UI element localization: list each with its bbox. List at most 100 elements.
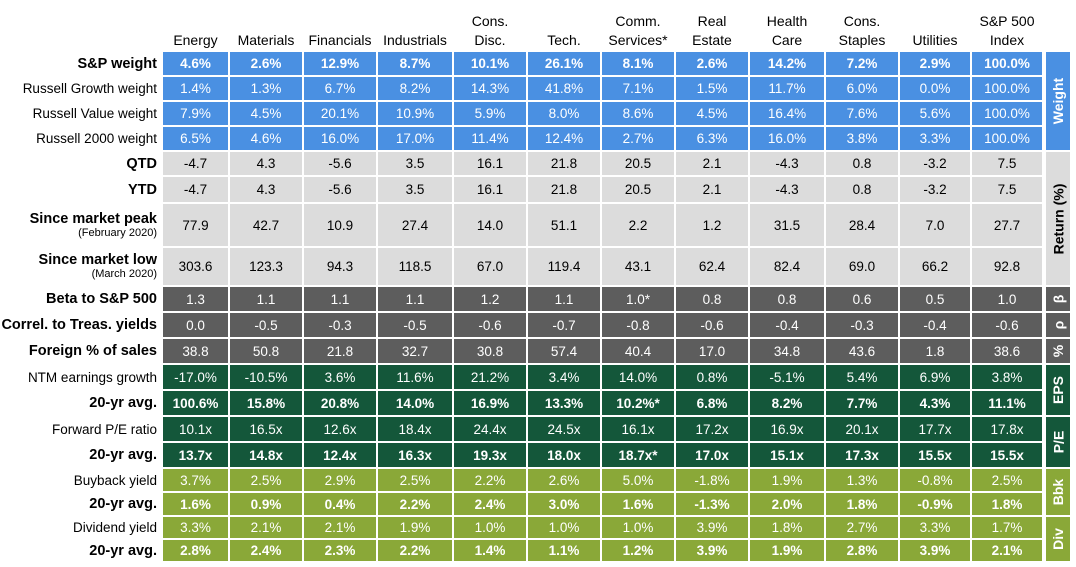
table-cell: -4.3 (750, 152, 824, 175)
table-cell: -10.5% (230, 365, 302, 389)
table-cell: 0.0 (163, 313, 228, 337)
row-label: Forward P/E ratio (0, 417, 159, 441)
table-cell: -3.2 (900, 152, 970, 175)
table-cell: 62.4 (676, 248, 748, 285)
table-cell: 8.2% (378, 77, 452, 100)
table-cell: 3.8% (972, 365, 1042, 389)
row-label-main: S&P weight (77, 55, 158, 72)
table-cell: 2.3% (304, 540, 376, 561)
row-label-main: 20-yr avg. (89, 542, 157, 559)
table-cell: 0.8 (826, 177, 898, 202)
table-cell: 92.8 (972, 248, 1042, 285)
row-label: 20-yr avg. (0, 493, 159, 515)
side-label-text: % (1049, 344, 1066, 358)
table-cell: 66.2 (900, 248, 970, 285)
row-label-main: Russell Value weight (32, 106, 157, 121)
table-cell: 100.6% (163, 391, 228, 415)
table-cell: 24.4x (454, 417, 526, 441)
row-label: 20-yr avg. (0, 540, 159, 561)
table-cell: 18.4x (378, 417, 452, 441)
table-cell: 10.1x (163, 417, 228, 441)
table-cell: -0.8 (602, 313, 674, 337)
table-cell: 16.4% (750, 102, 824, 125)
side-label-eps: EPS (1046, 365, 1070, 415)
table-cell: 8.7% (378, 52, 452, 75)
table-cell: 19.3x (454, 443, 526, 467)
table-cell: 12.6x (304, 417, 376, 441)
table-cell: -5.1% (750, 365, 824, 389)
table-cell: 10.1% (454, 52, 526, 75)
table-cell: 1.9% (378, 517, 452, 538)
table-cell: 15.5x (900, 443, 970, 467)
table-cell: 82.4 (750, 248, 824, 285)
table-cell: 21.8 (528, 177, 600, 202)
table-cell: 2.6% (230, 52, 302, 75)
table-cell: 4.6% (230, 127, 302, 150)
row-label-main: 20-yr avg. (89, 496, 157, 512)
table-cell: 17.0 (676, 339, 748, 363)
column-header: Cons. Staples (838, 13, 886, 48)
table-cell: 2.1 (676, 152, 748, 175)
table-cell: 1.0% (602, 517, 674, 538)
table-cell: -0.9% (900, 493, 970, 515)
table-cell: 6.3% (676, 127, 748, 150)
table-cell: 16.3x (378, 443, 452, 467)
table-cell: 17.0% (378, 127, 452, 150)
table-cell: 8.2% (750, 391, 824, 415)
table-cell: 0.8 (750, 287, 824, 311)
table-cell: 20.5 (602, 177, 674, 202)
table-cell: 100.0% (972, 102, 1042, 125)
column-header: Real Estate (692, 13, 732, 48)
table-cell: 40.4 (602, 339, 674, 363)
table-cell: 3.6% (304, 365, 376, 389)
table-cell: 50.8 (230, 339, 302, 363)
table-cell: 7.0 (900, 204, 970, 246)
table-cell: 1.7% (972, 517, 1042, 538)
table-cell: 8.6% (602, 102, 674, 125)
table-cell: 1.4% (163, 77, 228, 100)
table-cell: 1.0 (972, 287, 1042, 311)
table-cell: 6.0% (826, 77, 898, 100)
table-cell: -0.6 (972, 313, 1042, 337)
table-cell: 1.9% (750, 540, 824, 561)
table-cell: -0.6 (676, 313, 748, 337)
table-cell: 3.9% (676, 517, 748, 538)
column-header: Utilities (912, 32, 958, 48)
table-cell: 16.1 (454, 177, 526, 202)
row-label: Russell Value weight (0, 102, 159, 125)
table-cell: 51.1 (528, 204, 600, 246)
table-cell: 42.7 (230, 204, 302, 246)
table-cell: 94.3 (304, 248, 376, 285)
table-cell: 5.0% (602, 469, 674, 491)
table-cell: 16.5x (230, 417, 302, 441)
table-cell: 16.0% (304, 127, 376, 150)
table-cell: -0.7 (528, 313, 600, 337)
table-cell: -5.6 (304, 177, 376, 202)
table-cell: 3.5 (378, 177, 452, 202)
table-cell: 3.3% (163, 517, 228, 538)
table-cell: 21.8 (528, 152, 600, 175)
table-cell: 16.1x (602, 417, 674, 441)
table-cell: 18.0x (528, 443, 600, 467)
table-cell: 31.5 (750, 204, 824, 246)
table-cell: -0.8% (900, 469, 970, 491)
table-cell: 1.0% (528, 517, 600, 538)
table-cell: 1.4% (454, 540, 526, 561)
table-cell: 17.0x (676, 443, 748, 467)
table-cell: 3.3% (900, 127, 970, 150)
row-label-main: 20-yr avg. (89, 395, 157, 411)
table-cell: 34.8 (750, 339, 824, 363)
table-cell: 2.9% (304, 469, 376, 491)
table-cell: -4.3 (750, 177, 824, 202)
side-label-foreign: % (1046, 339, 1070, 363)
table-cell: 21.8 (304, 339, 376, 363)
table-cell: 1.2 (454, 287, 526, 311)
table-cell: 38.8 (163, 339, 228, 363)
table-cell: 10.2%* (602, 391, 674, 415)
table-cell: 1.1% (528, 540, 600, 561)
table-cell: 2.8% (826, 540, 898, 561)
table-cell: 5.4% (826, 365, 898, 389)
table-cell: 2.6% (528, 469, 600, 491)
table-cell: 4.6% (163, 52, 228, 75)
row-label: Correl. to Treas. yields (0, 313, 159, 337)
